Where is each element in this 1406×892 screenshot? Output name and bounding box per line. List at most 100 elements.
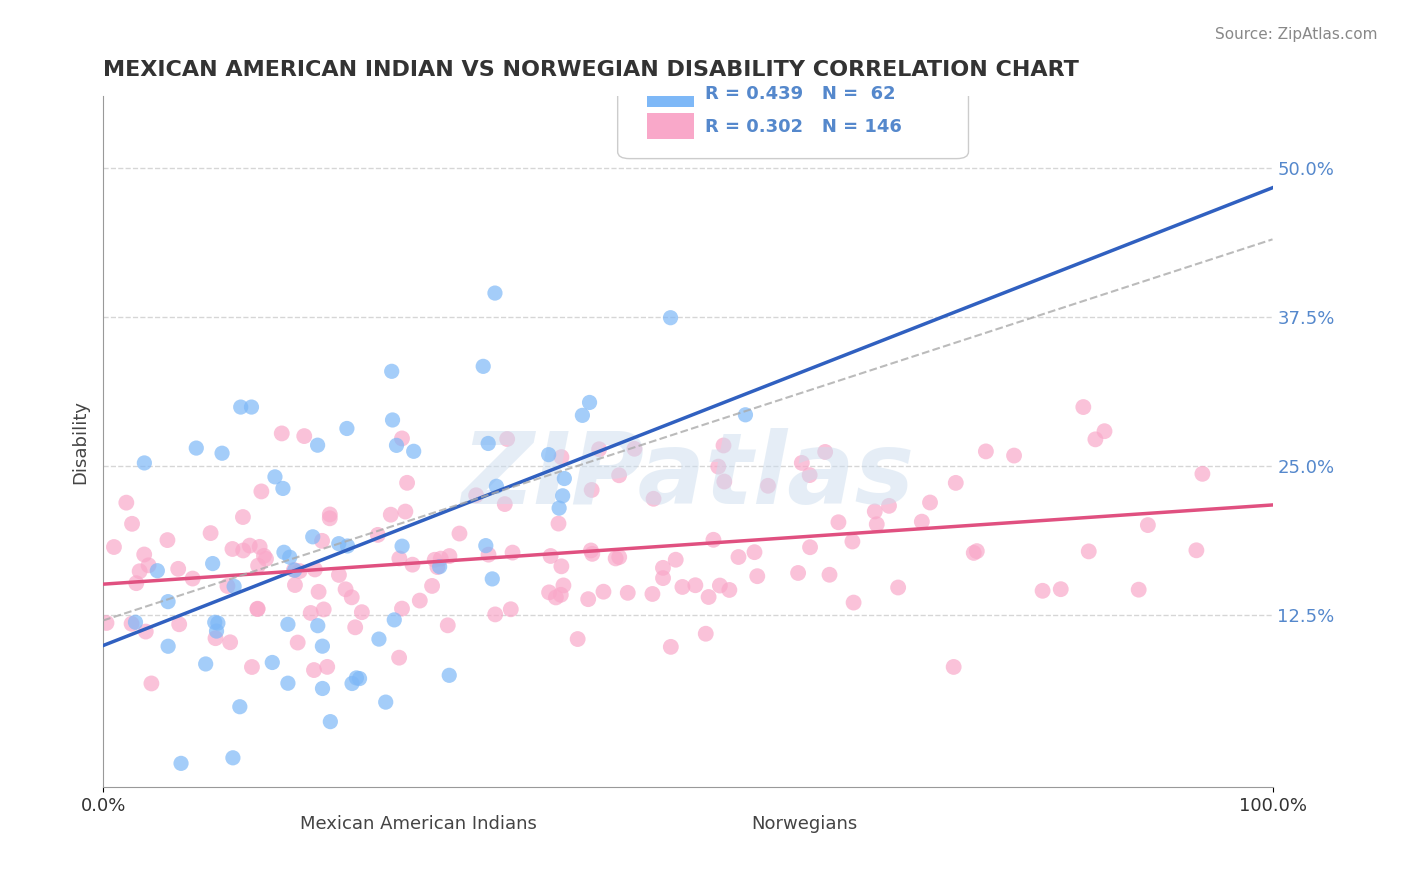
Point — [254, 551, 277, 566]
Point — [135, 624, 157, 639]
Point — [402, 444, 425, 458]
Point — [222, 751, 245, 765]
Point — [115, 496, 138, 510]
Point — [537, 448, 560, 462]
Point — [328, 568, 350, 582]
Point — [592, 584, 614, 599]
Point — [429, 551, 451, 566]
FancyBboxPatch shape — [273, 814, 302, 837]
Point — [607, 468, 630, 483]
Point — [277, 617, 299, 632]
Point — [659, 640, 682, 654]
Point — [550, 450, 572, 464]
Point — [194, 657, 217, 671]
Point — [288, 564, 311, 578]
Point — [299, 606, 322, 620]
Point — [550, 559, 572, 574]
Point — [307, 618, 329, 632]
Point — [747, 569, 769, 583]
Point — [841, 534, 863, 549]
Point — [96, 615, 118, 630]
Point — [718, 582, 741, 597]
Point — [790, 456, 813, 470]
Point — [311, 681, 333, 696]
Point — [436, 618, 458, 632]
Point — [121, 516, 143, 531]
Text: Source: ZipAtlas.com: Source: ZipAtlas.com — [1215, 27, 1378, 42]
Point — [472, 359, 495, 374]
Point — [240, 660, 263, 674]
Point — [273, 545, 295, 559]
Y-axis label: Disability: Disability — [72, 400, 89, 483]
Point — [308, 584, 330, 599]
Point — [385, 438, 408, 452]
Point — [367, 528, 389, 542]
Text: R = 0.439   N =  62: R = 0.439 N = 62 — [706, 86, 896, 103]
Point — [262, 656, 284, 670]
Point — [499, 602, 522, 616]
Point — [221, 541, 243, 556]
Point — [1084, 433, 1107, 447]
Point — [204, 631, 226, 645]
Point — [787, 566, 810, 580]
Point — [581, 547, 603, 561]
Point — [547, 516, 569, 531]
Point — [264, 470, 287, 484]
Point — [1094, 424, 1116, 438]
Point — [287, 635, 309, 649]
Point — [477, 548, 499, 562]
Point — [312, 602, 335, 616]
Point — [344, 620, 367, 634]
FancyBboxPatch shape — [665, 814, 693, 837]
Point — [344, 671, 367, 685]
Point — [128, 564, 150, 578]
Point — [439, 549, 461, 563]
Point — [277, 676, 299, 690]
Point — [204, 615, 226, 630]
Point — [550, 588, 572, 602]
Point — [449, 526, 471, 541]
Point — [391, 432, 413, 446]
Point — [374, 695, 396, 709]
Point — [409, 593, 432, 607]
Point — [283, 563, 305, 577]
Point — [134, 456, 156, 470]
Point — [157, 640, 180, 654]
Point — [381, 413, 404, 427]
Point — [494, 497, 516, 511]
Point — [349, 672, 371, 686]
Point — [270, 426, 292, 441]
Point — [475, 539, 498, 553]
Point — [141, 676, 163, 690]
Point — [671, 580, 693, 594]
Point — [388, 650, 411, 665]
Point — [713, 438, 735, 452]
Point — [465, 488, 488, 502]
Point — [138, 558, 160, 573]
Point — [842, 596, 865, 610]
Point — [553, 578, 575, 592]
Point — [713, 475, 735, 489]
Point — [229, 699, 252, 714]
Point — [485, 479, 508, 493]
Point — [134, 548, 156, 562]
Point — [623, 442, 645, 456]
Point — [316, 660, 339, 674]
Point — [426, 560, 449, 574]
Point — [396, 475, 419, 490]
Text: ZIPatlas: ZIPatlas — [461, 428, 914, 524]
Point — [232, 543, 254, 558]
Point — [350, 605, 373, 619]
Point — [567, 632, 589, 646]
Point — [963, 546, 986, 560]
Point — [709, 578, 731, 592]
Point — [420, 579, 443, 593]
Point — [481, 572, 503, 586]
Point — [484, 286, 506, 301]
Point — [605, 551, 627, 566]
FancyBboxPatch shape — [647, 113, 693, 139]
Point — [205, 624, 228, 638]
Point — [496, 432, 519, 446]
Point — [576, 592, 599, 607]
Point — [866, 517, 889, 532]
